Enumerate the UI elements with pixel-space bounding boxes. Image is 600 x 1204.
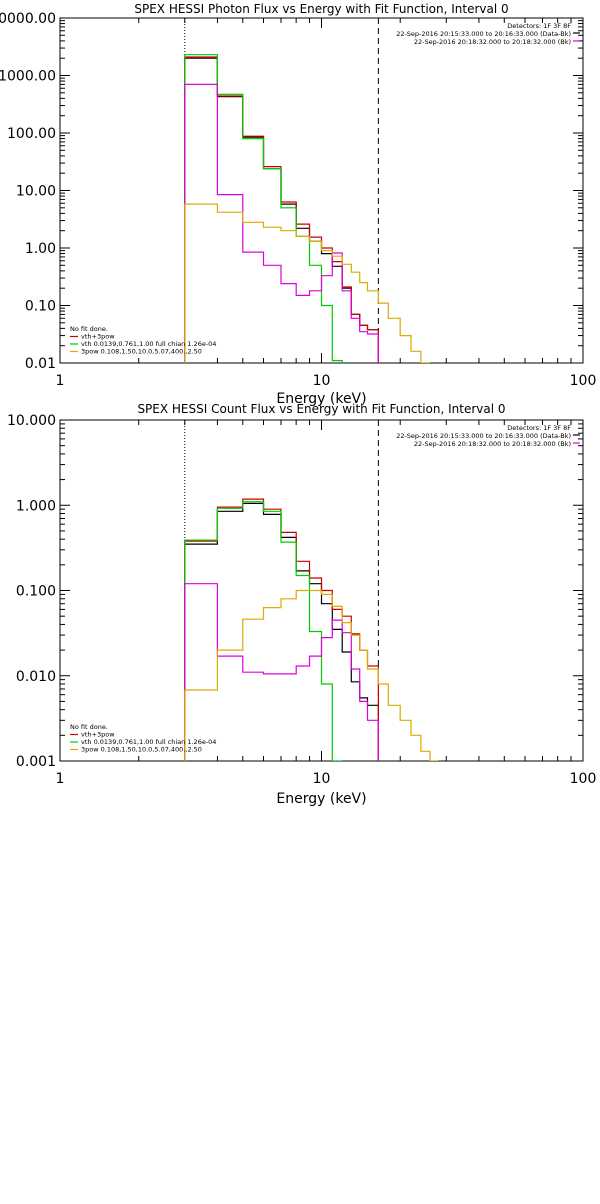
- y-tick-label: 10.00: [16, 184, 56, 200]
- header-text: Detectors: 1F 3F 8F: [507, 424, 571, 432]
- x-tick-label: 100: [570, 373, 597, 389]
- x-tick-label: 1: [56, 771, 65, 787]
- y-tick-label: 1.00: [25, 241, 56, 257]
- y-tick-label: 0.001: [16, 754, 56, 770]
- series-group: [185, 55, 430, 363]
- header-text: 22-Sep-2016 20:15:33.000 to 20:16:33.000…: [396, 432, 571, 440]
- plot-page: SPEX HESSI Photon Flux vs Energy with Fi…: [0, 0, 600, 1200]
- plot-frame: [60, 18, 583, 363]
- header-text: 22-Sep-2016 20:15:33.000 to 20:16:33.000…: [396, 30, 571, 38]
- series-step-line: [185, 58, 379, 363]
- x-tick-label: 1: [56, 373, 65, 389]
- series-step-line: [185, 584, 379, 761]
- legend-text: 3pow 0.108,1.50,10.0,5.07,400.,2.50: [81, 348, 202, 356]
- y-tick-label: 10000.00: [0, 11, 56, 27]
- y-tick-label: 0.10: [25, 299, 56, 315]
- header-text: 22-Sep-2016 20:18:32.000 to 20:18:32.000…: [414, 440, 571, 448]
- series-step-line: [185, 55, 342, 363]
- y-tick-label: 0.010: [16, 669, 56, 685]
- y-tick-label: 0.01: [25, 356, 56, 372]
- chart-title: SPEX HESSI Photon Flux vs Energy with Fi…: [134, 2, 508, 16]
- x-tick-label: 10: [313, 771, 331, 787]
- y-tick-label: 1000.00: [0, 69, 56, 85]
- chart-1: SPEX HESSI Photon Flux vs Energy with Fi…: [0, 2, 596, 407]
- series-step-line: [185, 591, 439, 762]
- y-tick-label: 0.100: [16, 584, 56, 600]
- header-text: 22-Sep-2016 20:18:32.000 to 20:18:32.000…: [414, 38, 571, 46]
- series-step-line: [185, 84, 379, 363]
- x-tick-label: 100: [570, 771, 597, 787]
- y-tick-label: 1.000: [16, 498, 56, 514]
- legend-text: 3pow 0.108,1.50,10.0,5.07,400.,2.50: [81, 746, 202, 754]
- series-step-line: [185, 502, 342, 761]
- series-group: [185, 499, 439, 761]
- x-tick-label: 10: [313, 373, 331, 389]
- figure-canvas: SPEX HESSI Photon Flux vs Energy with Fi…: [0, 0, 600, 1200]
- x-axis-label: Energy (keV): [276, 791, 366, 807]
- y-tick-label: 10.000: [7, 413, 56, 429]
- series-step-line: [185, 57, 379, 363]
- y-tick-label: 100.00: [7, 126, 56, 142]
- chart-2: SPEX HESSI Count Flux vs Energy with Fit…: [7, 402, 596, 807]
- header-text: Detectors: 1F 3F 8F: [507, 22, 571, 30]
- chart-title: SPEX HESSI Count Flux vs Energy with Fit…: [137, 402, 505, 416]
